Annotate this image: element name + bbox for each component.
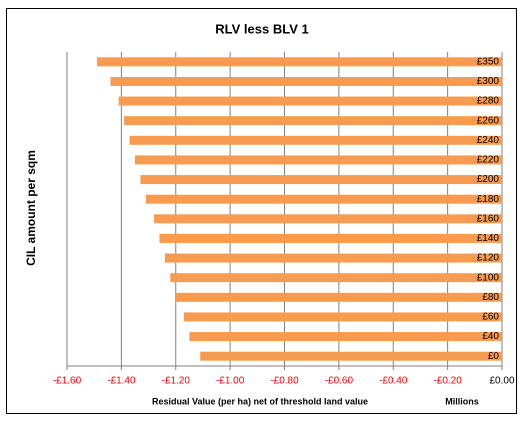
x-tick-label: -£0.20 bbox=[433, 376, 462, 387]
x-tick-label: -£0.40 bbox=[379, 376, 408, 387]
y-axis-title: CIL amount per sqm bbox=[24, 150, 38, 266]
x-axis-title: Residual Value (per ha) net of threshold… bbox=[152, 396, 368, 406]
bar bbox=[175, 292, 502, 302]
y-tick-label: £350 bbox=[477, 56, 500, 67]
bar bbox=[124, 116, 502, 126]
y-tick-label: £180 bbox=[477, 194, 500, 205]
y-tick-label: £40 bbox=[482, 331, 499, 342]
y-tick-label: £200 bbox=[477, 174, 500, 185]
y-tick-label: £300 bbox=[477, 76, 500, 87]
x-tick-label: -£1.60 bbox=[53, 376, 82, 387]
bar bbox=[154, 214, 502, 224]
y-tick-label: £160 bbox=[477, 213, 500, 224]
bar bbox=[129, 135, 502, 145]
x-tick-label: £0.00 bbox=[489, 376, 514, 387]
bar bbox=[110, 76, 502, 86]
y-tick-label: £140 bbox=[477, 233, 500, 244]
x-tick-label: -£0.80 bbox=[270, 376, 299, 387]
y-tick-label: £260 bbox=[477, 115, 500, 126]
y-tick-label: £220 bbox=[477, 155, 500, 166]
x-tick-label: -£1.40 bbox=[107, 376, 136, 387]
y-tick-label: £100 bbox=[477, 272, 500, 283]
bar bbox=[96, 57, 502, 67]
bar bbox=[145, 194, 502, 204]
bar bbox=[189, 332, 502, 342]
y-tick-label: £280 bbox=[477, 96, 500, 107]
chart-title: RLV less BLV 1 bbox=[215, 21, 308, 36]
y-tick-label: £80 bbox=[482, 292, 499, 303]
y-tick-label: £0 bbox=[488, 351, 500, 362]
x-tick-label: -£0.60 bbox=[325, 376, 354, 387]
y-tick-label: £240 bbox=[477, 135, 500, 146]
chart-border bbox=[6, 8, 517, 414]
bar bbox=[140, 175, 502, 185]
y-tick-label: £60 bbox=[482, 312, 499, 323]
bar bbox=[159, 233, 502, 243]
bar bbox=[170, 273, 502, 283]
bar bbox=[164, 253, 502, 263]
y-tick-label: £120 bbox=[477, 253, 500, 264]
x-tick-label: -£1.00 bbox=[216, 376, 245, 387]
bar bbox=[183, 312, 502, 322]
x-unit-label: Millions bbox=[445, 396, 479, 406]
bar bbox=[118, 96, 502, 106]
x-tick-label: -£1.20 bbox=[162, 376, 191, 387]
bar bbox=[200, 351, 502, 361]
bar bbox=[134, 155, 502, 165]
